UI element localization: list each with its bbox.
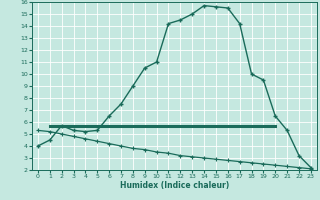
X-axis label: Humidex (Indice chaleur): Humidex (Indice chaleur) [120,181,229,190]
